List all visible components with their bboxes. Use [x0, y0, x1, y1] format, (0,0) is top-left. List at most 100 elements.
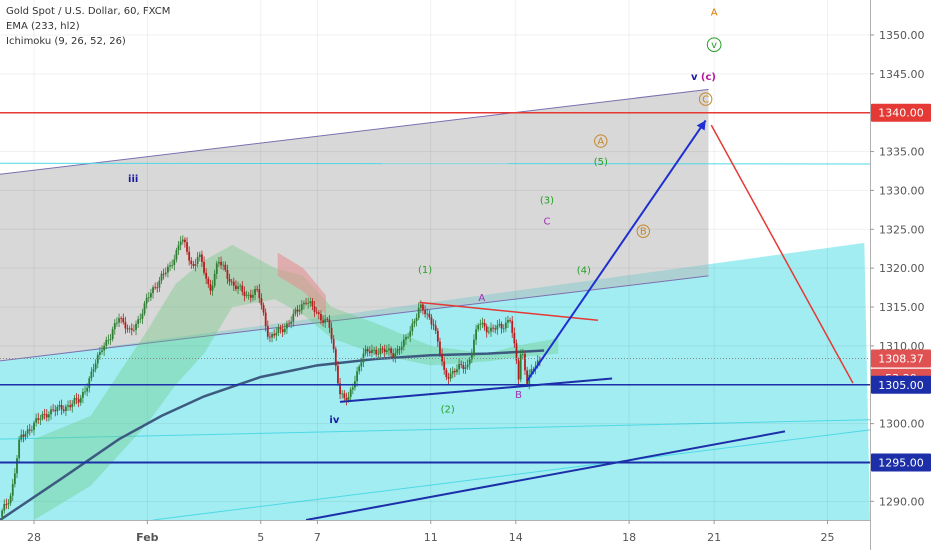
candle-body: [243, 291, 246, 296]
trend-lines: [0, 111, 870, 521]
candle-body: [54, 410, 57, 412]
wave-label: B: [515, 390, 522, 401]
candle-body: [511, 320, 514, 333]
candle-body: [311, 301, 314, 307]
candle-body: [230, 281, 233, 283]
legend-ichimoku[interactable]: Ichimoku (9, 26, 52, 26): [6, 36, 126, 47]
candle-body: [298, 310, 301, 312]
candle-body: [113, 323, 116, 330]
candle-body: [7, 503, 10, 505]
candle-body: [347, 396, 350, 400]
candle-body: [496, 325, 499, 330]
candle-body: [39, 418, 42, 420]
wave-label: (3): [540, 196, 554, 207]
candle-body: [218, 261, 220, 264]
candle-body: [107, 339, 110, 341]
candle-body: [13, 473, 16, 485]
candle-body: [390, 348, 392, 354]
y-tick-label: 1325.00: [879, 223, 925, 236]
price-tag-label: 1305.00: [878, 379, 924, 392]
candle-body: [349, 389, 352, 397]
candle-body: [432, 324, 435, 326]
candle-body: [485, 326, 488, 333]
wave-label: C: [543, 217, 550, 228]
candle-body: [309, 301, 312, 304]
candle-body: [473, 339, 475, 353]
candle-body: [122, 318, 125, 323]
candle-body: [105, 339, 108, 346]
candle-body: [351, 387, 354, 390]
candle-body: [239, 285, 242, 287]
candle-body: [160, 273, 163, 281]
ichimoku-cloud: [0, 244, 559, 522]
candle-body: [466, 364, 469, 368]
candle-body: [260, 298, 263, 306]
candle-body: [249, 294, 252, 298]
candle-body: [317, 312, 320, 314]
wave-label: A: [711, 8, 718, 19]
projection-up-line: [526, 119, 707, 382]
price-tag-label: 1295.00: [878, 456, 924, 469]
wave-circle: [636, 224, 650, 238]
candle-body: [254, 288, 256, 295]
candle-body: [281, 329, 284, 333]
candle-body: [16, 458, 18, 474]
x-tick-label: 14: [509, 531, 523, 544]
candle-body: [519, 354, 522, 380]
candle-body: [75, 398, 78, 400]
candle-body: [451, 370, 454, 374]
candle-body: [22, 434, 25, 437]
legend-ema[interactable]: EMA (233, hl2): [6, 21, 80, 32]
candle-body: [118, 318, 120, 323]
candle-body: [305, 302, 307, 304]
candle-body: [470, 352, 473, 360]
wave-label: iv: [329, 415, 339, 426]
candle-body: [492, 327, 494, 329]
candle-body: [290, 321, 293, 324]
candle-body: [30, 429, 33, 431]
candle-body: [490, 327, 492, 332]
candle-body: [413, 320, 416, 324]
candle-body: [449, 373, 452, 379]
candle-body: [388, 348, 390, 351]
x-tick-label: 7: [314, 531, 321, 544]
y-tick-label: 1350.00: [879, 29, 925, 42]
candle-body: [50, 409, 52, 415]
candle-body: [173, 259, 176, 266]
candle-body: [320, 313, 322, 321]
candle-body: [368, 351, 371, 354]
candle-body: [468, 359, 471, 365]
chart-legend: Gold Spot / U.S. Dollar, 60, FXCM EMA (2…: [6, 4, 170, 49]
candle-body: [402, 339, 405, 347]
candle-body: [62, 409, 65, 411]
triangle-lower-line: [339, 377, 613, 403]
candle-body: [358, 366, 361, 372]
candle-body: [362, 353, 365, 363]
candle-body: [84, 391, 86, 393]
price-tag-box: [871, 453, 931, 472]
candle-body: [275, 332, 278, 336]
candle-body: [385, 350, 388, 353]
candle-body: [9, 495, 12, 504]
legend-symbol[interactable]: Gold Spot / U.S. Dollar, 60, FXCM: [6, 6, 171, 17]
candle-body: [375, 349, 378, 355]
candle-body: [252, 294, 254, 298]
candle-body: [409, 331, 412, 337]
candle-body: [292, 313, 295, 322]
candle-body: [515, 343, 518, 361]
candle-body: [137, 319, 140, 324]
candle-body: [86, 387, 89, 392]
candle-body: [201, 254, 203, 262]
candle-body: [164, 272, 167, 275]
candle-body: [167, 266, 169, 273]
cyan-lower-line: [152, 429, 871, 521]
candle-body: [462, 364, 465, 369]
candle-body: [145, 297, 148, 304]
candle-body: [264, 312, 267, 326]
candle-body: [283, 328, 286, 333]
candle-body: [396, 349, 399, 354]
candle-body: [33, 422, 35, 430]
price-tag: 1295.00: [871, 453, 931, 472]
